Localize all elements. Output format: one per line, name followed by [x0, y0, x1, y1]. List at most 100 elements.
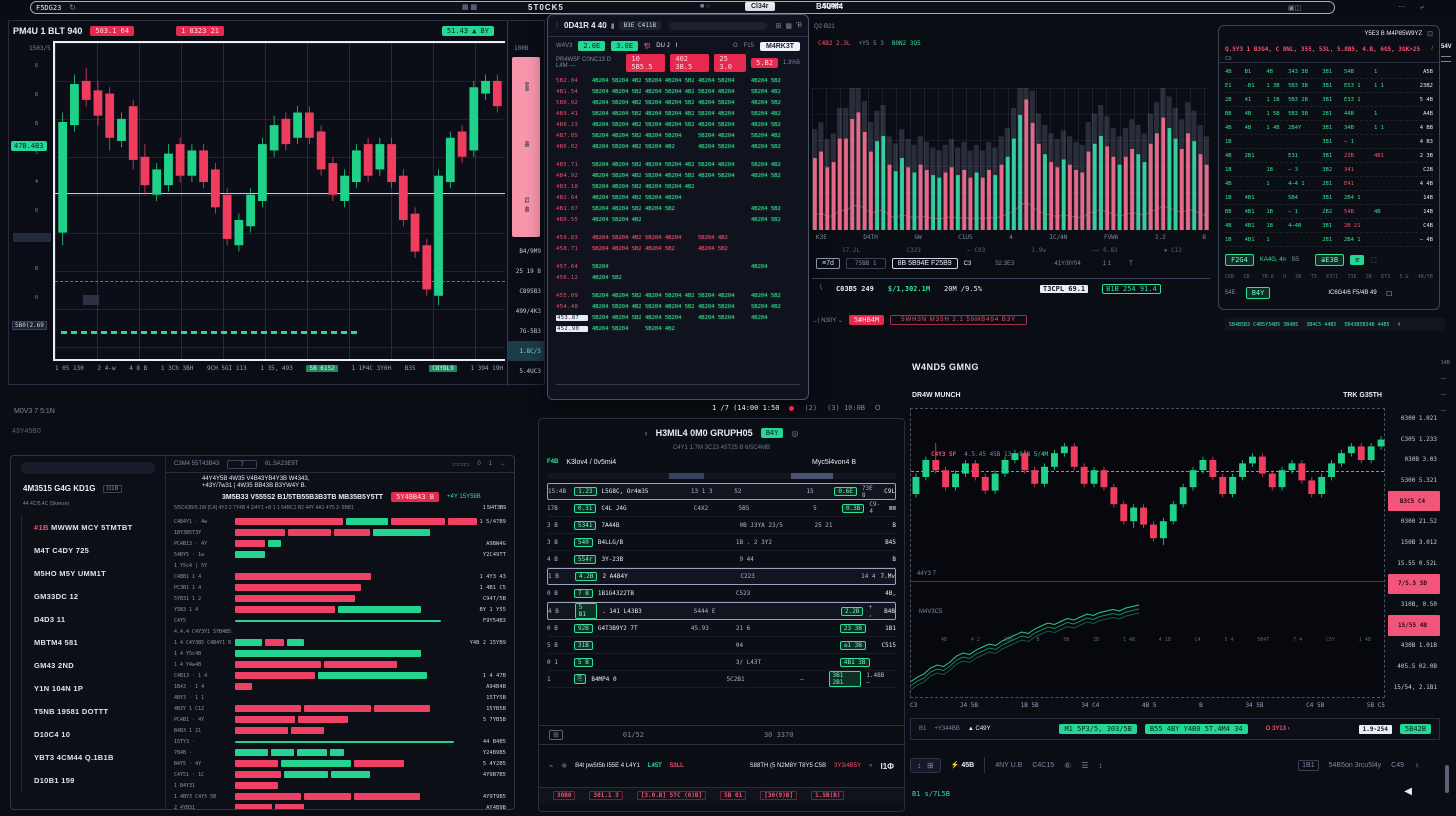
cacis-label[interactable]: C4C15: [1032, 761, 1055, 769]
arrows-icon[interactable]: ↔: [500, 461, 506, 467]
sidebar-item[interactable]: YBT3 4CM44 Q.1B1B: [34, 753, 114, 762]
range-button[interactable]: ≡7d: [816, 258, 840, 269]
teal-button-2[interactable]: B55 4BY Y4B0 5T.4M4 34: [1144, 724, 1248, 734]
table-row[interactable]: 4B5.71 5B204 4B204 5B2 4B204 5B204 4B2 5B20…: [556, 159, 800, 170]
list-item[interactable]: Y5B3 1 4 BY 1 Y55: [174, 604, 506, 615]
feed-input[interactable]: 7: [227, 459, 257, 469]
list-item[interactable]: C4BB1 1 4 1 4Y3 43: [174, 571, 506, 582]
table-row[interactable]: 4B7.85 5B204 4B204 5B2 4B204 5B204 5B204 4B…: [556, 130, 800, 141]
more-icon[interactable]: 'B: [795, 22, 802, 29]
command-bar[interactable]: F5DG23 ↻: [30, 1, 1335, 14]
list-item[interactable]: 15TY3 · 44 B4B5: [174, 736, 506, 747]
table-row[interactable]: 0 B 92B G4T3B9Y2 7T 45.93 21 6 23 3B 1B1: [547, 620, 896, 637]
list-item[interactable]: 1 4 C4Y3B5 C4B4Y1 B Y4B 2 15YB9: [174, 637, 506, 648]
table-row[interactable]: BB 4B 1 5B 5B3 3B 2B1 44B 1 A4B: [1225, 107, 1433, 121]
sidebar-item[interactable]: M5HO M5Y UMM1T: [34, 569, 106, 578]
table-row[interactable]: 4B 4B 1 4B 2B4Y 3B1 34B 1 1 4 BB: [1225, 121, 1433, 135]
table-row[interactable]: 1B 4B1 5B4 3B1 2B4 1 14B: [1225, 191, 1433, 205]
table-row[interactable]: 4B 2B1 E31 3B1 23B 4B1 2 3B: [1225, 149, 1433, 163]
list-item[interactable]: C4Y5 F9Y54B3: [174, 615, 506, 626]
sidebar-box[interactable]: G1B: [103, 484, 122, 493]
sidebar-item[interactable]: GM33DC 12: [34, 592, 79, 601]
list-item[interactable]: 1 4 Y5c4B: [174, 648, 506, 659]
bolt-button[interactable]: ⚡ 45B: [950, 762, 975, 769]
draw-label[interactable]: DR4W MUNCH: [912, 392, 961, 399]
fab-tag[interactable]: F4B: [547, 459, 559, 465]
interval-box[interactable]: 1B1: [1298, 759, 1319, 771]
list-item[interactable]: 1 4BY3 C4Y5 5B 4Y9T9B5: [174, 791, 506, 802]
table-row[interactable]: 4B9.41 5B204 4B204 5B2 4B204 5B204 4B2 5B20…: [556, 108, 800, 119]
table-row[interactable]: 5B2.04 4B204 5B204 4B2 5B204 4B204 5B2 4B20…: [556, 75, 800, 86]
filter-button[interactable]: 8B 5B94E F25B9: [891, 258, 958, 269]
sidebar-item[interactable]: D10B1 159: [34, 776, 75, 785]
resize-icon[interactable]: ↕: [917, 760, 921, 770]
table-row[interactable]: 4B8.23 4B204 5B204 4B2 5B204 4B204 5B2 4B20…: [556, 119, 800, 130]
tool-icon-2[interactable]: ❈: [561, 763, 568, 770]
refresh-icon[interactable]: ↻: [69, 3, 76, 12]
sidebar-item[interactable]: T5NB 19581 DOTTT: [34, 707, 109, 716]
camera-icon[interactable]: ▣◫: [1288, 5, 1302, 12]
menu-icon[interactable]: ☰: [1081, 760, 1089, 770]
table-row[interactable]: 3 B 5341 7A44B 0B J3YA 23/5 25 21 B: [547, 517, 896, 534]
alert-pre[interactable]: →| N30Y ⌄: [812, 317, 843, 324]
orders-search[interactable]: [669, 21, 768, 30]
list-item[interactable]: 1 B4Y31: [174, 780, 506, 791]
table-row[interactable]: BB 4B1 1B — 1 2B2 54B 4B 14B: [1225, 205, 1433, 219]
list-item[interactable]: 1 4 Y4w4B: [174, 659, 506, 670]
table-row[interactable]: 0 B 7 B 1B1G4322TB C523 4B,: [547, 585, 896, 602]
qty-box[interactable]: 1.9-254: [1358, 724, 1392, 734]
buy-confirm-button[interactable]: 5B42B: [1399, 724, 1431, 734]
right-plot[interactable]: C4Y3 5F 4.5.45 45B 13 94B 5/4M 44Y3 7 M4…: [910, 408, 1385, 698]
table-row[interactable]: 4B2.64 4B204 5B204 4B2 5B204 4B204: [556, 192, 800, 203]
list-item[interactable]: B4Y5 · 4Y 5 4Y2B5: [174, 758, 506, 769]
sav-label[interactable]: 54V: [1441, 44, 1452, 50]
south-label[interactable]: S04th: [822, 3, 842, 10]
table-row[interactable]: 1B 4B1 1 2B1 2B4 1 — 4B: [1225, 233, 1433, 247]
table-row[interactable]: 4B 4B1 1B 4—4B 3B1 2B 21 C4B: [1225, 219, 1433, 233]
list-item[interactable]: PC4B13 · 4Y A9BW4G: [174, 538, 506, 549]
search-input[interactable]: F5DG23: [36, 3, 62, 12]
mid-badge[interactable]: B4Y: [760, 428, 784, 438]
list-item[interactable]: 1B43 · 1 4 A94B4B: [174, 681, 506, 692]
sidebar-search[interactable]: [21, 462, 155, 474]
pin-icon[interactable]: ■ ○: [700, 3, 711, 10]
power-icon[interactable]: ⋮: [554, 23, 560, 29]
left-buy-badge[interactable]: 51.43 ▲ BY: [441, 26, 494, 36]
table-row[interactable]: 452.90 4B204 5B204 5B204 4B2: [556, 323, 800, 334]
table-row[interactable]: 5B0.92 4B204 5B204 4B2 5B204 4B204 5B2 4B20…: [556, 97, 800, 108]
table-row[interactable]: 456.12 4B204 5B2: [556, 272, 800, 283]
sell-label[interactable]: 53LL: [669, 763, 684, 769]
six-icon[interactable]: ⑥: [1064, 760, 1072, 770]
last-label[interactable]: L45T: [647, 763, 662, 769]
buy-button[interactable]: B4Y: [1245, 287, 1271, 299]
table-row[interactable]: E1 -B1 1 3B 5B3 3B 3B1 E53 1 1 1 23B2: [1225, 79, 1433, 93]
sidebar-item[interactable]: #1B MWWM MCY 5TMTBT: [34, 523, 133, 532]
time-d[interactable]: O: [875, 404, 881, 412]
updown-icon[interactable]: ↕: [1098, 760, 1103, 770]
table-row[interactable]: 4 B 5 B1 . 141 L43B3 5444 E 2.2B + , B4B: [547, 602, 896, 620]
table-row[interactable]: 4B B1 4B 343 3B 3B1 54B 1 A5B: [1225, 65, 1433, 79]
box-icon[interactable]: ⬚: [1370, 257, 1377, 264]
list-item[interactable]: 4BY3 · 1 1 15TY5B: [174, 692, 506, 703]
sidebar-item[interactable]: GM43 2ND: [34, 661, 74, 670]
sidebar-item[interactable]: Y1N 104N 1P: [34, 684, 84, 693]
list-item[interactable]: 1BY3B5T3Y: [174, 527, 506, 538]
any-us-label[interactable]: 4NY U.B: [995, 761, 1023, 769]
sidebar-item[interactable]: D10C4 10: [34, 730, 71, 739]
range-input[interactable]: 75BB 1: [845, 258, 886, 269]
tool-group[interactable]: ↕ ⊞: [910, 757, 941, 773]
sidebar-item[interactable]: M4T C4DY 725: [34, 546, 90, 555]
chevrons-icon[interactable]: »: [869, 763, 873, 769]
left-plot[interactable]: [53, 41, 505, 361]
list-item[interactable]: 7B4B · Y24B9B5: [174, 747, 506, 758]
scrollbar-thumb[interactable]: [1445, 765, 1449, 793]
tool-icon-1[interactable]: ⌁: [549, 763, 554, 770]
table-row[interactable]: 4B4.92 4B204 5B204 4B2 5B204 4B204 5B2 4B20…: [556, 170, 800, 181]
help-icon[interactable]: ⤶: [1420, 4, 1424, 11]
trade-box[interactable]: T3CPL 69.1: [1039, 284, 1089, 293]
list-item[interactable]: 5YB31 1 2 C94T/5B: [174, 593, 506, 604]
sell-link[interactable]: O 3Y13 ›: [1265, 726, 1290, 732]
table-row[interactable]: 2B 41 1 1B 5B3 2B 3B1 E33 1 5 4B: [1225, 93, 1433, 107]
bid-box[interactable]: B1B 254 91.4: [1102, 283, 1161, 294]
table-row[interactable]: 0 1 5 B 3/ L43T 4B1 3B: [547, 654, 896, 671]
